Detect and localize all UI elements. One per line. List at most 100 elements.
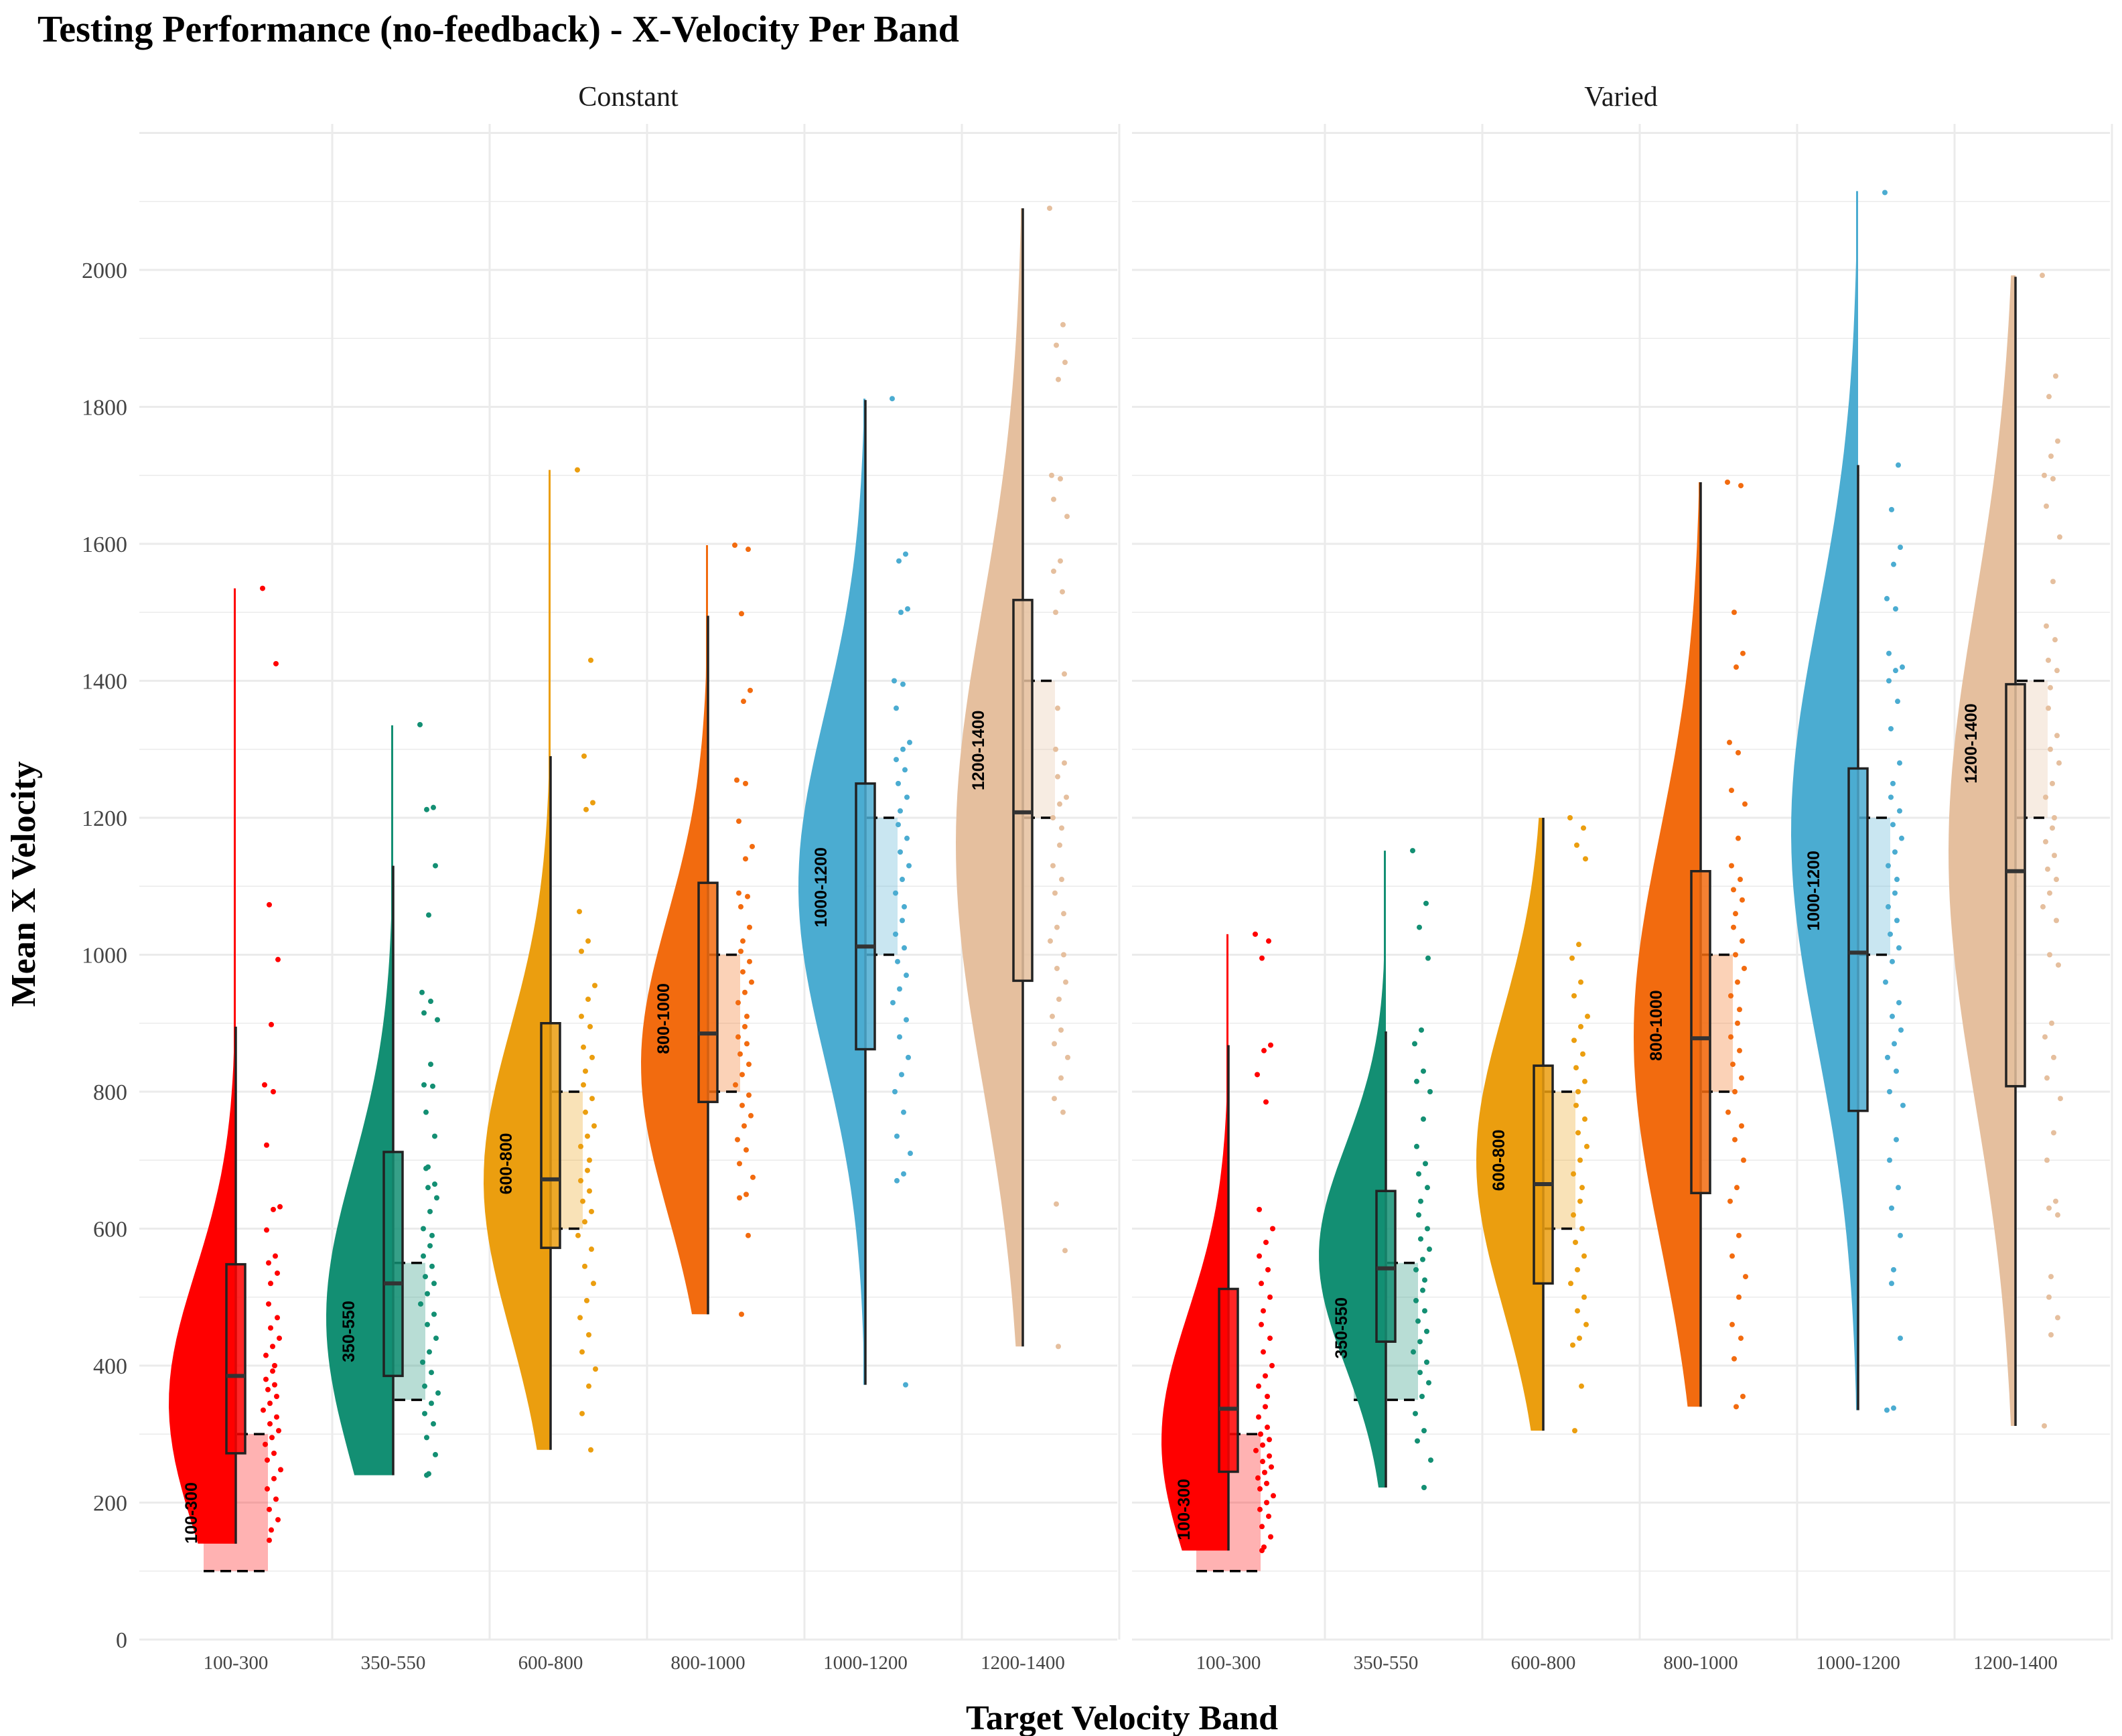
data-point <box>1582 1078 1587 1084</box>
data-point <box>742 1023 748 1029</box>
data-point <box>1417 924 1422 930</box>
x-tick-label: 350-550 <box>1354 1652 1419 1674</box>
data-point <box>1059 825 1064 831</box>
data-point <box>1050 815 1056 820</box>
data-point <box>1898 1232 1903 1238</box>
box-iqr <box>2005 682 2026 1088</box>
data-point <box>2047 890 2052 896</box>
data-point <box>732 542 737 549</box>
data-point <box>1583 856 1588 862</box>
data-point <box>423 1165 429 1171</box>
data-point <box>2042 472 2047 478</box>
band-label: 1200-1400 <box>969 711 988 791</box>
data-point <box>1415 1318 1421 1324</box>
data-point <box>581 753 587 759</box>
band-label: 350-550 <box>340 1301 358 1362</box>
data-point <box>577 1315 583 1321</box>
data-point <box>269 1021 274 1027</box>
y-tick-label: 400 <box>93 1354 127 1379</box>
data-point <box>277 1204 283 1210</box>
data-point <box>1266 938 1271 944</box>
facet-panel-varied: Varied 100-300 100-300 350-550 350-550 600-80… <box>1132 82 2113 1674</box>
data-point <box>581 1044 586 1050</box>
data-point <box>1424 1359 1429 1365</box>
x-tick-label: 800-1000 <box>670 1652 745 1674</box>
data-point <box>1890 1013 1895 1019</box>
data-point <box>265 1386 271 1392</box>
data-point <box>1259 955 1265 961</box>
data-point <box>1893 606 1898 612</box>
data-point <box>1253 1447 1259 1453</box>
data-point <box>738 903 744 910</box>
data-point <box>266 1260 271 1266</box>
data-point <box>1577 1335 1582 1342</box>
data-point <box>275 1270 280 1276</box>
data-point <box>1580 1051 1585 1057</box>
data-point <box>2040 903 2046 910</box>
data-point <box>2048 1274 2054 1280</box>
data-point <box>589 1096 595 1102</box>
data-point <box>429 1400 434 1406</box>
band-group-350-550: 350-550 <box>1319 848 1433 1491</box>
data-point <box>748 1112 754 1118</box>
data-point <box>427 1349 432 1355</box>
y-tick-label: 200 <box>93 1492 127 1516</box>
violin-density <box>1634 482 1701 1407</box>
band-label: 1000-1200 <box>812 847 831 928</box>
data-point <box>896 822 901 828</box>
data-point <box>898 609 904 616</box>
data-point <box>1414 1143 1419 1149</box>
data-point <box>904 972 909 979</box>
data-point <box>263 1352 269 1358</box>
violin-density <box>1161 934 1228 1551</box>
data-point <box>1259 1281 1264 1287</box>
data-point <box>267 1400 273 1406</box>
data-point <box>1581 825 1586 831</box>
plot-area: 0 200 400 600 800 1000 1200 1400 1600 1800 2000 Con… <box>82 82 2113 1674</box>
data-point <box>435 1390 441 1396</box>
x-tick-label: 100-300 <box>204 1652 269 1674</box>
data-point <box>425 1291 430 1297</box>
data-point <box>1738 483 1744 489</box>
data-point <box>1428 1457 1433 1463</box>
band-label: 1200-1400 <box>1962 703 1981 784</box>
data-point <box>1583 1321 1589 1327</box>
data-point <box>1891 1405 1896 1411</box>
data-point <box>1894 1068 1899 1074</box>
facet-strip-label: Varied <box>1584 82 1658 113</box>
data-point <box>579 1349 585 1355</box>
data-point <box>746 1232 751 1238</box>
data-point <box>591 1123 597 1129</box>
data-point <box>1730 1062 1736 1068</box>
box-iqr <box>1847 767 1869 1112</box>
data-point <box>1569 955 1575 961</box>
data-point <box>748 687 753 693</box>
data-point <box>1889 1281 1894 1287</box>
data-point <box>587 1157 592 1163</box>
data-point <box>904 835 910 841</box>
data-point <box>1055 774 1060 780</box>
data-point <box>427 1243 433 1249</box>
data-point <box>897 1034 902 1040</box>
data-point <box>1417 1370 1423 1376</box>
violin-density <box>956 208 1023 1347</box>
data-point <box>1261 1047 1267 1054</box>
data-point <box>433 1451 438 1457</box>
data-point <box>1579 1383 1584 1389</box>
x-axis-label: Target Velocity Band <box>966 1699 1278 1736</box>
data-point <box>1061 911 1066 917</box>
data-point <box>1578 1023 1583 1029</box>
box-iqr <box>540 1022 561 1249</box>
data-point <box>1892 849 1898 855</box>
data-point <box>1257 1253 1262 1259</box>
data-point <box>1412 1041 1417 1047</box>
data-point <box>1888 794 1894 800</box>
facet-panel-constant: Constant 100-300 100-300 350-550 350-550 600-… <box>139 82 1121 1674</box>
data-point <box>1267 1335 1273 1342</box>
band-group-600-800: 600-800 <box>1476 815 1590 1434</box>
data-point <box>435 1017 440 1023</box>
data-point <box>2054 877 2059 883</box>
data-point <box>275 1315 280 1321</box>
data-point <box>1059 877 1064 883</box>
band-group-1200-1400: 1200-1400 <box>1949 273 2063 1429</box>
